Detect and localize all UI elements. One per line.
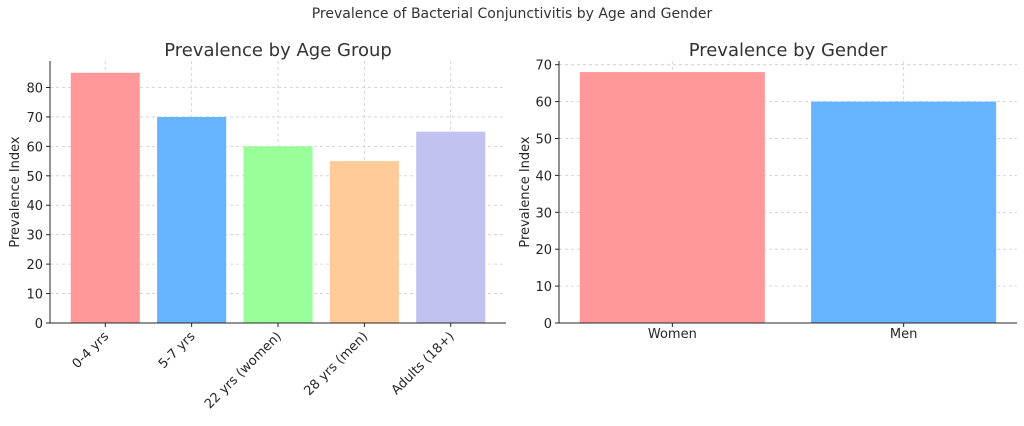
gender-y-tick-label: 10 <box>535 280 552 295</box>
age-bar-4 <box>416 131 486 323</box>
gender-y-tick-label: 30 <box>535 206 552 221</box>
figure-title: Prevalence of Bacterial Conjunctivitis b… <box>311 6 713 22</box>
age-x-tick-label: Adults (18+) <box>389 329 458 398</box>
age-y-tick-label: 70 <box>26 111 43 126</box>
age-y-tick-label: 50 <box>26 170 43 185</box>
gender-chart-title: Prevalence by Gender <box>689 40 888 61</box>
age-bar-2 <box>243 146 313 323</box>
gender-bar-0 <box>579 72 765 323</box>
gender-y-axis-label: Prevalence Index <box>518 136 533 248</box>
gender-y-tick-label: 20 <box>535 243 552 258</box>
age-y-tick-label: 10 <box>26 288 43 303</box>
age-y-tick-label: 20 <box>26 258 43 273</box>
age-x-tick-label: 5-7 yrs <box>156 329 199 372</box>
age-y-tick-label: 0 <box>35 317 43 332</box>
age-y-tick-label: 40 <box>26 199 43 214</box>
age-x-tick-label: 28 yrs (men) <box>301 329 371 399</box>
gender-x-tick-label: Women <box>648 327 697 342</box>
gender-y-tick-label: 0 <box>544 317 552 332</box>
age-bar-1 <box>157 116 227 323</box>
age-x-tick-label: 0-4 yrs <box>70 329 113 372</box>
gender-chart: Prevalence by Gender Prevalence Index 0 1… <box>518 40 1017 342</box>
gender-y-tick-label: 60 <box>535 96 552 111</box>
age-group-y-axis-label: Prevalence Index <box>8 136 23 248</box>
gender-x-tick-label: Men <box>890 327 917 342</box>
gender-bar-1 <box>811 101 997 323</box>
age-group-chart: Prevalence by Age Group Prevalence Index… <box>8 40 506 412</box>
gender-y-tick-label: 50 <box>535 132 552 147</box>
age-bar-0 <box>70 72 140 323</box>
age-bar-3 <box>329 161 399 323</box>
age-y-tick-label: 30 <box>26 229 43 244</box>
age-y-tick-label: 80 <box>26 81 43 96</box>
age-group-chart-title: Prevalence by Age Group <box>164 40 392 61</box>
gender-y-tick-label: 70 <box>535 59 552 74</box>
gender-y-tick-label: 40 <box>535 169 552 184</box>
age-y-tick-label: 60 <box>26 140 43 155</box>
age-x-tick-label: 22 yrs (women) <box>202 329 285 412</box>
